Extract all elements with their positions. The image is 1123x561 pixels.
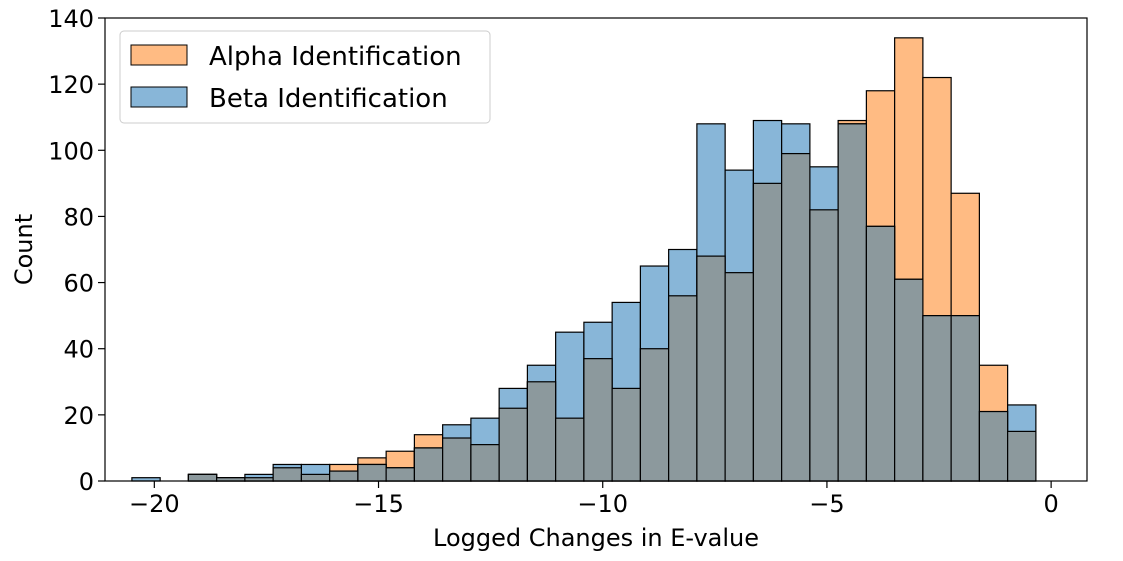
y-tick-label: 80 — [63, 203, 94, 231]
legend-label-alpha: Alpha Identification — [209, 42, 462, 72]
bar-overlap — [639, 348, 670, 482]
x-tick-label: −20 — [129, 490, 180, 518]
bar-overlap — [300, 473, 331, 482]
bar-overlap — [470, 444, 500, 482]
bar-overlap — [950, 315, 980, 482]
y-axis-label: Count — [10, 214, 38, 285]
legend-label-beta: Beta Identification — [209, 84, 448, 114]
x-axis-ticks: −20 −15 −10 −5 0 — [129, 481, 1059, 518]
legend-box — [119, 30, 491, 124]
bar-overlap — [922, 315, 952, 482]
bar-overlap — [894, 278, 924, 482]
x-tick-label: 0 — [1043, 490, 1058, 518]
y-tick-label: 140 — [48, 5, 94, 33]
overlap-bars — [187, 123, 1037, 482]
bar-overlap — [526, 381, 557, 482]
y-tick-label: 60 — [63, 270, 94, 298]
bar-overlap — [781, 152, 811, 482]
bar-overlap — [498, 407, 528, 482]
bar-overlap — [385, 467, 415, 482]
bar-overlap — [837, 123, 867, 482]
y-tick-label: 20 — [63, 402, 94, 430]
bar-overlap — [555, 417, 585, 482]
y-tick-label: 0 — [79, 468, 94, 496]
x-tick-label: −10 — [577, 490, 628, 518]
x-tick-label: −5 — [809, 490, 844, 518]
y-axis-ticks: 0 20 40 60 80 100 120 140 — [48, 5, 105, 496]
legend-swatch-alpha — [130, 44, 188, 66]
y-tick-label: 40 — [63, 336, 94, 364]
bar-overlap — [1007, 430, 1037, 482]
bar-overlap — [329, 470, 359, 482]
bar-overlap — [978, 410, 1009, 482]
bar-overlap — [413, 447, 444, 482]
bar-overlap — [611, 387, 641, 482]
bar-overlap — [668, 295, 698, 482]
bar-overlap — [724, 272, 754, 482]
bar-overlap — [272, 467, 303, 482]
bar-overlap — [809, 209, 839, 482]
bar-overlap — [442, 437, 472, 482]
bar-overlap — [865, 225, 896, 482]
y-tick-label: 100 — [48, 137, 94, 165]
bar-overlap — [696, 255, 726, 482]
legend-swatch-beta — [130, 86, 188, 108]
bar-overlap — [752, 182, 783, 482]
bar-overlap — [583, 358, 613, 482]
x-tick-label: −15 — [353, 490, 404, 518]
legend: Alpha Identification Beta Identification — [119, 30, 491, 124]
bar-overlap — [357, 463, 387, 482]
plot-area-frame — [104, 17, 1088, 482]
x-axis-label: Logged Changes in E-value — [433, 524, 759, 552]
y-tick-label: 120 — [48, 71, 94, 99]
bar-overlap — [187, 473, 218, 482]
